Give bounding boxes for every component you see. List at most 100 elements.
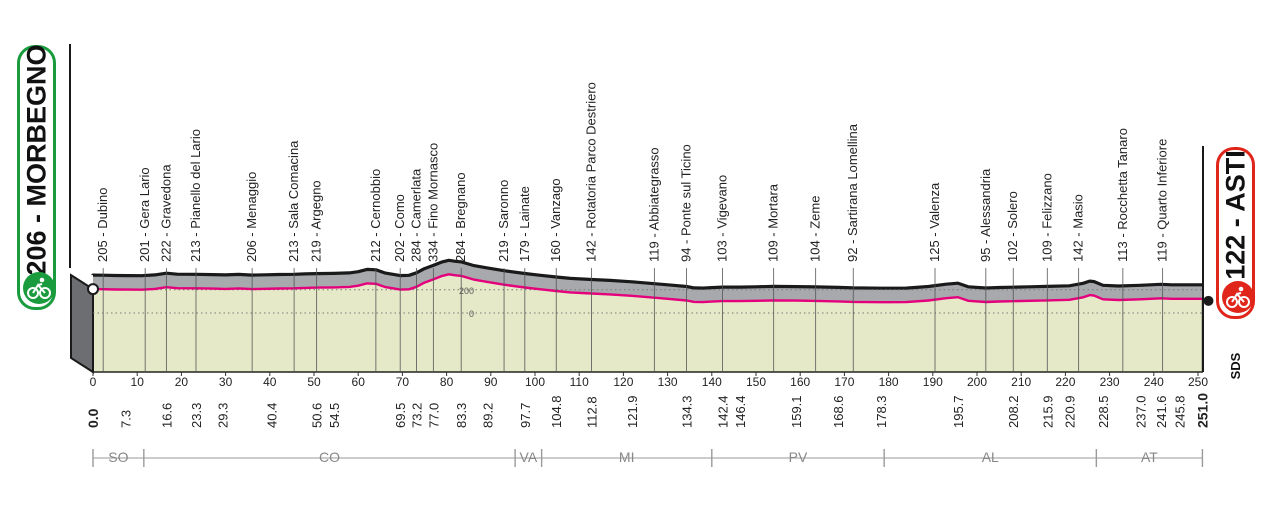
brand-logo: SDS bbox=[1228, 352, 1243, 379]
distance-label: 228.5 bbox=[1096, 395, 1111, 428]
distance-label: 23.3 bbox=[189, 403, 204, 428]
distance-label: 89.2 bbox=[480, 403, 495, 428]
waypoint-name: 95 - Alessandria bbox=[978, 168, 993, 262]
km-tick-label: 80 bbox=[440, 375, 454, 389]
km-tick-label: 50 bbox=[307, 375, 321, 389]
km-tick-label: 220 bbox=[1055, 375, 1075, 389]
waypoint-name: 109 - Felizzano bbox=[1039, 173, 1054, 262]
distance-label: 208.2 bbox=[1006, 395, 1021, 428]
waypoint-name: 205 - Dubino bbox=[95, 188, 110, 262]
km-tick-label: 110 bbox=[570, 375, 589, 389]
distance-label: 245.8 bbox=[1172, 395, 1187, 428]
km-tick-label: 0 bbox=[90, 375, 97, 389]
distance-label: 241.6 bbox=[1154, 395, 1169, 428]
province-label: VA bbox=[520, 449, 538, 465]
province-label: AT bbox=[1141, 449, 1158, 465]
waypoint-name: 113 - Rocchetta Tanaro bbox=[1115, 128, 1130, 262]
waypoint-name: 125 - Valenza bbox=[927, 182, 942, 262]
distance-label: 112.8 bbox=[585, 396, 600, 428]
waypoint-name: 92 - Sartirana Lomellina bbox=[845, 123, 860, 262]
finish-marker bbox=[1203, 295, 1214, 306]
waypoint-name: 334 - Fino Mornasco bbox=[425, 143, 440, 262]
distance-label: 195.7 bbox=[951, 395, 966, 428]
km-tick-label: 240 bbox=[1144, 375, 1164, 389]
waypoint-name: 202 - Como bbox=[392, 194, 407, 262]
distance-label: 50.6 bbox=[310, 403, 325, 428]
province-label: CO bbox=[319, 449, 340, 465]
distance-label: 29.3 bbox=[216, 403, 231, 428]
waypoint-name: 213 - Pianello del Lario bbox=[188, 129, 203, 262]
distance-label: 220.9 bbox=[1062, 395, 1077, 428]
waypoint-name: 103 - Vigevano bbox=[714, 175, 729, 262]
km-tick-label: 120 bbox=[613, 375, 633, 389]
province-label: AL bbox=[982, 449, 999, 465]
km-tick-label: 20 bbox=[175, 375, 189, 389]
km-tick-label: 140 bbox=[702, 375, 722, 389]
distance-label: 54.5 bbox=[327, 403, 342, 428]
km-tick-label: 10 bbox=[131, 375, 145, 389]
km-tick-label: 180 bbox=[879, 375, 899, 389]
distance-label: 69.5 bbox=[393, 403, 408, 428]
km-tick-label: 30 bbox=[219, 375, 233, 389]
km-tick-label: 60 bbox=[352, 375, 366, 389]
start-label: 206 - MORBEGNO bbox=[21, 43, 51, 276]
waypoint-name: 219 - Argegno bbox=[309, 180, 324, 262]
km-tick-label: 130 bbox=[658, 375, 678, 389]
waypoint-name: 119 - Abbiategrasso bbox=[646, 147, 661, 262]
waypoint-name: 179 - Lainate bbox=[517, 186, 532, 262]
waypoint-name: 212 - Cernobbio bbox=[368, 169, 383, 262]
province-label: PV bbox=[789, 449, 808, 465]
province-label: MI bbox=[619, 449, 635, 465]
distance-label: 77.0 bbox=[426, 403, 441, 428]
waypoint-name: 119 - Quarto Inferiore bbox=[1155, 139, 1170, 262]
route-line bbox=[91, 273, 1203, 304]
altitude-tick-label: 0 bbox=[469, 309, 474, 319]
profile-side-wall bbox=[70, 273, 94, 374]
distance-label: 97.7 bbox=[518, 403, 533, 428]
waypoint-name: 104 - Zeme bbox=[808, 196, 823, 262]
waypoint-name: 201 - Gera Lario bbox=[137, 167, 152, 262]
distance-label: 83.3 bbox=[454, 403, 469, 428]
waypoint-name: 142 - Rotatoria Parco Destriero bbox=[584, 82, 599, 262]
province-label: SO bbox=[108, 449, 128, 465]
distance-label: 121.9 bbox=[625, 395, 640, 428]
distance-label: 178.3 bbox=[874, 395, 889, 428]
waypoint-name: 94 - Ponte sul Ticino bbox=[679, 144, 694, 262]
km-tick-label: 190 bbox=[923, 375, 943, 389]
distance-label: 237.0 bbox=[1134, 395, 1149, 428]
distance-label: 0.0 bbox=[85, 408, 101, 428]
km-tick-label: 150 bbox=[746, 375, 766, 389]
cyclist-icon bbox=[1222, 281, 1254, 313]
km-tick-label: 40 bbox=[263, 375, 277, 389]
km-tick-label: 100 bbox=[525, 375, 545, 389]
distance-label: 168.6 bbox=[831, 395, 846, 428]
distance-label: 16.6 bbox=[159, 403, 174, 428]
start-marker bbox=[87, 283, 99, 296]
cyclist-icon bbox=[23, 272, 55, 304]
waypoint-name: 142 - Masio bbox=[1071, 194, 1086, 262]
distance-label: 40.4 bbox=[265, 403, 280, 428]
distance-label: 134.3 bbox=[680, 395, 695, 428]
km-tick-label: 210 bbox=[1011, 375, 1031, 389]
km-tick-label: 250 bbox=[1188, 375, 1208, 389]
finish-label: 122 - ASTI bbox=[1220, 150, 1250, 280]
waypoint-name: 219 - Saronno bbox=[496, 180, 511, 262]
waypoint-name: 102 - Solero bbox=[1005, 191, 1020, 262]
waypoint-name: 284 - Bregnano bbox=[453, 172, 468, 262]
km-tick-label: 200 bbox=[967, 375, 987, 389]
km-tick-label: 90 bbox=[484, 375, 498, 389]
finish-badge: 122 - ASTI bbox=[1216, 147, 1255, 319]
distance-label: 142.4 bbox=[715, 395, 730, 428]
waypoint-name: 284 - Camerlata bbox=[409, 168, 424, 262]
start-badge: 206 - MORBEGNO bbox=[17, 43, 56, 310]
profile-top-outline bbox=[91, 258, 1203, 290]
distance-label: 251.0 bbox=[1194, 393, 1210, 428]
waypoint-name: 160 - Vanzago bbox=[548, 178, 563, 262]
distance-label: 146.4 bbox=[733, 395, 748, 428]
distance-label: 7.3 bbox=[118, 410, 133, 428]
distance-label: 73.2 bbox=[410, 403, 425, 428]
waypoint-name: 222 - Gravedona bbox=[158, 164, 173, 262]
altitude-tick-label: 200 bbox=[459, 286, 474, 296]
